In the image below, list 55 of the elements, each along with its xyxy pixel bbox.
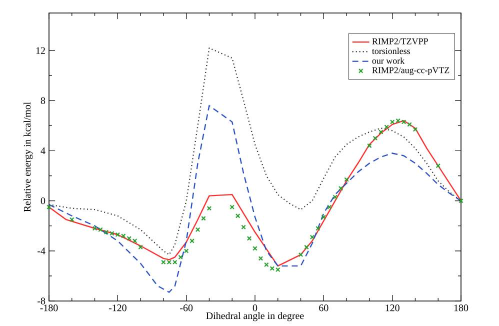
y-tick-label: -8	[38, 298, 46, 304]
x-axis-title: Dihedral angle in degree	[206, 312, 304, 322]
y-tick-label: 4	[40, 147, 46, 154]
point	[195, 227, 200, 232]
point	[384, 124, 389, 130]
point	[235, 213, 240, 218]
y-tick-label: 12	[36, 47, 45, 54]
point	[206, 206, 212, 211]
x-tick-label: 120	[386, 304, 400, 312]
point	[332, 194, 338, 200]
x-tick-label: -120	[108, 304, 126, 312]
point	[412, 127, 418, 132]
point	[201, 216, 206, 221]
point	[184, 248, 189, 254]
point	[46, 204, 52, 210]
line-series	[49, 47, 462, 256]
point	[190, 238, 194, 244]
y-axis-title: Relative energy in kcal/mol	[24, 102, 33, 212]
point	[367, 143, 372, 148]
point	[264, 262, 269, 268]
point	[126, 236, 132, 241]
point	[321, 214, 326, 220]
point	[241, 224, 246, 230]
y-tick-label: -4	[38, 248, 46, 254]
point	[178, 254, 183, 260]
legend-label: our work	[372, 57, 405, 64]
legend-label: torsionless	[372, 48, 410, 54]
point	[407, 122, 412, 127]
point	[298, 252, 304, 258]
point	[252, 246, 258, 251]
point	[327, 204, 332, 210]
x-tick-label: 180	[454, 304, 468, 312]
y-tick-label: 8	[40, 97, 46, 104]
point	[372, 136, 378, 141]
point	[378, 130, 384, 134]
point	[458, 198, 464, 204]
point	[138, 244, 143, 250]
legend-label: RIMP2/TZVPP	[372, 38, 428, 44]
point	[132, 238, 138, 244]
x-tick-label: 60	[319, 304, 328, 312]
y-tick-label: 0	[40, 197, 46, 204]
x-tick-label: 0	[252, 304, 258, 312]
x-tick-label: -60	[180, 304, 193, 312]
point	[246, 236, 252, 241]
x-tick-label: -180	[40, 304, 58, 312]
point	[70, 217, 74, 222]
point	[316, 226, 320, 231]
point	[230, 204, 234, 210]
point	[344, 177, 349, 182]
point	[258, 256, 264, 261]
point	[310, 234, 315, 240]
point	[436, 163, 440, 168]
point	[304, 244, 309, 250]
point	[338, 186, 344, 191]
legend-label: RIMP2/aug-cc-pVTZ	[372, 67, 450, 76]
